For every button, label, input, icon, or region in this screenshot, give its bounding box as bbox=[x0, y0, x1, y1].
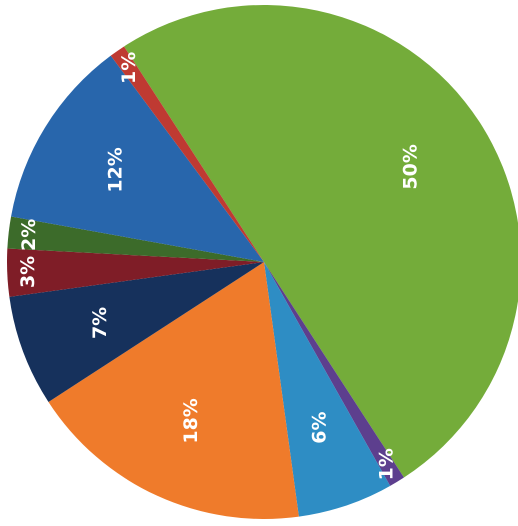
pie-labels: 50% 1% 6% 18% 7% 3% 2% 12% 1% bbox=[17, 52, 422, 481]
pie-slices bbox=[6, 5, 518, 519]
pie-slice-4 bbox=[9, 262, 264, 402]
slice-label-8: 1% bbox=[118, 52, 140, 84]
pie-slice-8 bbox=[110, 46, 265, 262]
slice-label-2: 6% bbox=[309, 411, 331, 443]
pie-slice-6 bbox=[7, 216, 265, 262]
pie-slice-5 bbox=[6, 248, 264, 297]
slice-label-0: 50% bbox=[400, 144, 422, 189]
pie-slice-3 bbox=[48, 262, 299, 519]
slice-label-3: 18% bbox=[180, 398, 202, 443]
slice-label-4: 7% bbox=[89, 307, 111, 339]
slice-label-5: 3% bbox=[17, 256, 39, 288]
pie-slice-1 bbox=[264, 262, 404, 486]
pie-slice-7 bbox=[11, 55, 265, 263]
pie-slice-0 bbox=[124, 5, 518, 478]
slice-label-6: 2% bbox=[18, 219, 40, 251]
slice-label-1: 1% bbox=[375, 448, 397, 480]
slice-label-7: 12% bbox=[104, 147, 126, 192]
pie-slice-2 bbox=[264, 262, 391, 517]
